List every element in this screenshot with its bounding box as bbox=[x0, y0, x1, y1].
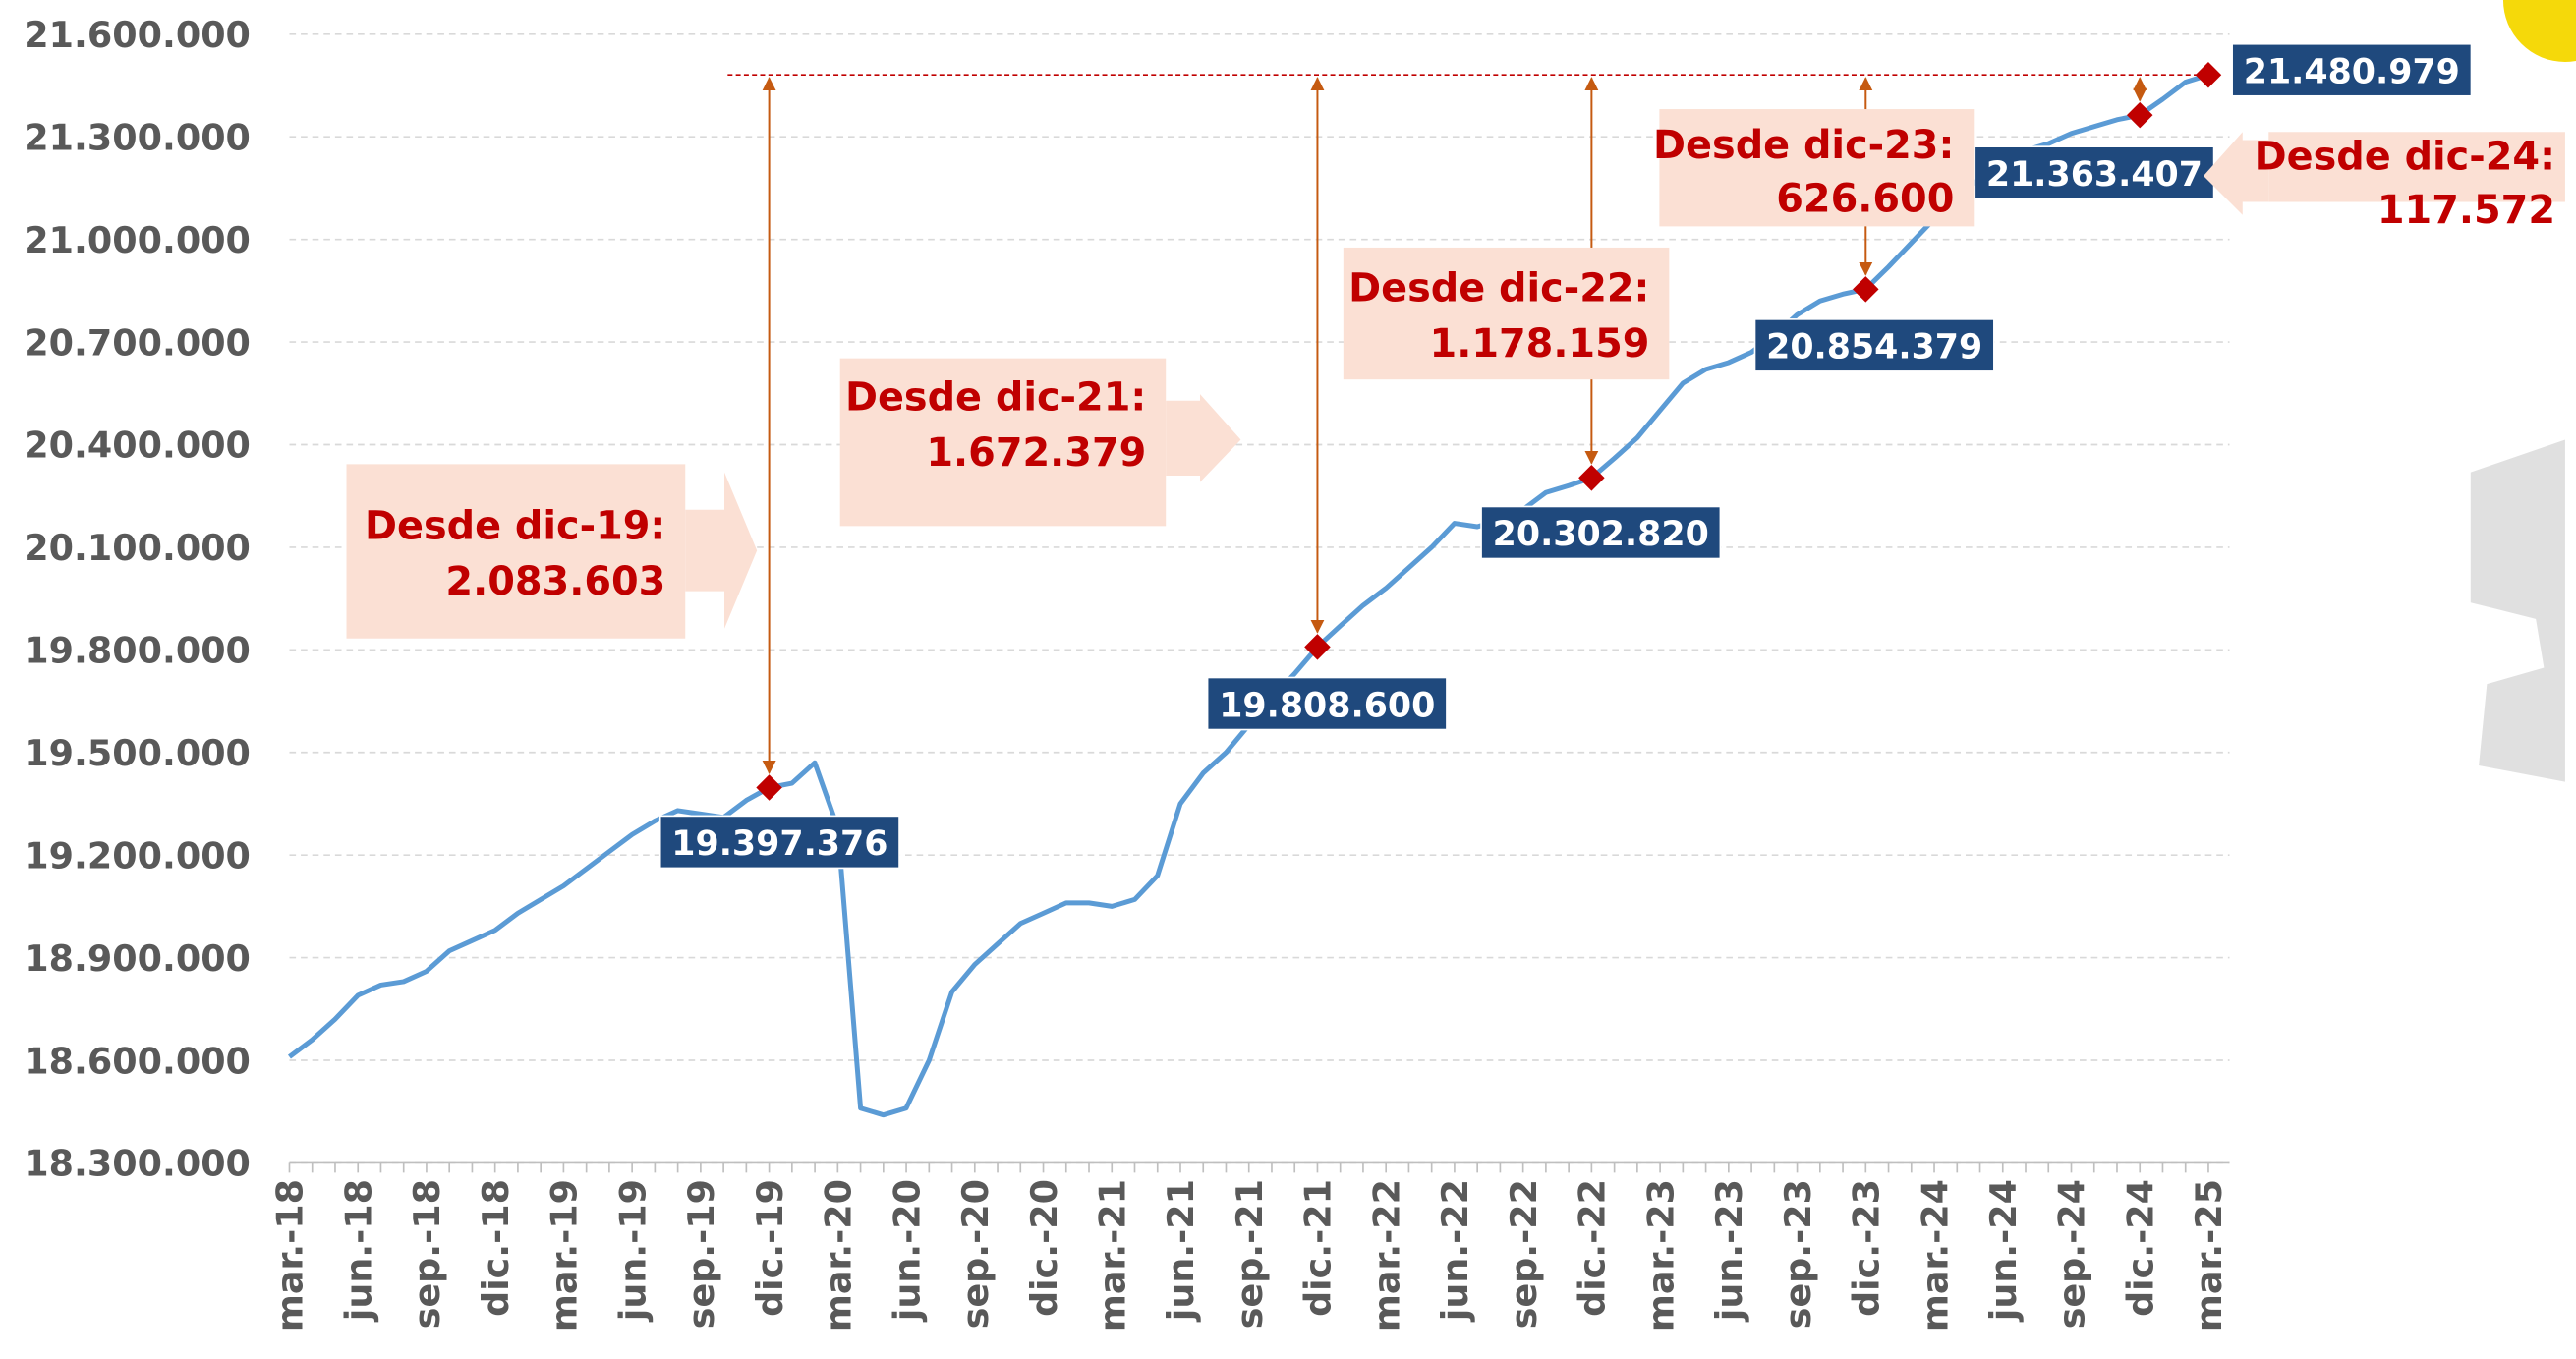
annotation-arrow bbox=[685, 473, 757, 629]
y-tick-label: 18.600.000 bbox=[24, 1040, 251, 1082]
x-tick-label: jun.-18 bbox=[337, 1179, 379, 1323]
annotation: Desde dic-23: 626.600 bbox=[1653, 109, 1974, 226]
value-label: 19.808.600 bbox=[1219, 686, 1435, 725]
annotation: Desde dic-22: 1.178.159 bbox=[1344, 248, 1669, 379]
x-tick-label: dic.-20 bbox=[1023, 1179, 1065, 1317]
x-tick-label: dic.-19 bbox=[749, 1179, 791, 1317]
annotation-title: Desde dic-21: bbox=[845, 375, 1146, 421]
x-tick-label: mar.-19 bbox=[544, 1179, 586, 1331]
y-tick-label: 18.300.000 bbox=[24, 1143, 251, 1185]
annotation: Desde dic-24: 117.572 bbox=[2204, 132, 2565, 233]
x-tick-label: sep.-20 bbox=[954, 1179, 997, 1329]
value-label: 21.480.979 bbox=[2244, 53, 2460, 92]
annotation-text: 2.083.603 bbox=[445, 559, 665, 604]
decoration bbox=[2503, 0, 2576, 62]
x-tick-label: jun.-24 bbox=[1982, 1179, 2025, 1323]
x-tick-label: sep.-23 bbox=[1777, 1179, 1819, 1329]
x-tick-label: mar.-24 bbox=[1914, 1179, 1956, 1331]
x-tick-label: sep.-18 bbox=[406, 1179, 448, 1329]
value-label-group: 21.363.407 bbox=[1975, 146, 2213, 198]
value-label-group: 20.854.379 bbox=[1755, 319, 1994, 371]
value-label: 20.302.820 bbox=[1493, 515, 1709, 554]
value-label-group: 19.808.600 bbox=[1208, 678, 1447, 730]
y-tick-label: 20.400.000 bbox=[24, 425, 251, 467]
annotation-text: 117.572 bbox=[2377, 188, 2555, 233]
value-label: 20.854.379 bbox=[1766, 328, 1982, 368]
x-tick-label: mar.-20 bbox=[818, 1179, 860, 1331]
x-tick-label: sep.-21 bbox=[1229, 1179, 1271, 1329]
x-tick-label: dic.-18 bbox=[475, 1179, 517, 1317]
annotation: Desde dic-21: 1.672.379 bbox=[840, 359, 1241, 527]
value-label: 21.363.407 bbox=[1986, 155, 2203, 195]
x-tick-label: dic.-23 bbox=[1846, 1179, 1888, 1317]
x-tick-label: sep.-19 bbox=[680, 1179, 722, 1329]
y-tick-label: 21.300.000 bbox=[24, 116, 251, 158]
value-label-group: 20.302.820 bbox=[1481, 506, 1720, 558]
x-tick-label: mar.-22 bbox=[1365, 1179, 1407, 1331]
x-tick-label: dic.-22 bbox=[1572, 1179, 1614, 1317]
y-tick-label: 19.200.000 bbox=[24, 834, 251, 877]
data-marker bbox=[2196, 62, 2222, 88]
y-tick-label: 20.100.000 bbox=[24, 527, 251, 569]
x-tick-label: sep.-22 bbox=[1503, 1179, 1545, 1329]
x-tick-label: dic.-24 bbox=[2119, 1179, 2161, 1317]
y-tick-label: 21.600.000 bbox=[24, 14, 251, 56]
chart: 18.300.000 18.600.000 18.900.000 19.200.000… bbox=[0, 0, 2576, 1355]
x-tick-label: dic.-21 bbox=[1297, 1179, 1340, 1317]
y-tick-label: 20.700.000 bbox=[24, 321, 251, 364]
annotation: Desde dic-19: 2.083.603 bbox=[346, 464, 757, 638]
value-label-group: 21.480.979 bbox=[2232, 44, 2471, 96]
annotation-title: Desde dic-19: bbox=[365, 504, 665, 549]
x-tick-label: mar.-18 bbox=[269, 1179, 312, 1331]
value-label: 19.397.376 bbox=[671, 824, 887, 864]
y-tick-label: 19.500.000 bbox=[24, 732, 251, 774]
annotation-title: Desde dic-24: bbox=[2255, 134, 2555, 179]
data-marker bbox=[756, 774, 782, 801]
value-label-group: 19.397.376 bbox=[660, 816, 899, 868]
annotation-box bbox=[346, 464, 685, 638]
annotation-text: 626.600 bbox=[1776, 176, 1954, 221]
x-tick-label: jun.-21 bbox=[1160, 1179, 1202, 1323]
annotation-title: Desde dic-22: bbox=[1348, 266, 1649, 311]
y-tick-label: 21.000.000 bbox=[24, 219, 251, 261]
decoration bbox=[2471, 440, 2565, 782]
y-tick-label: 18.900.000 bbox=[24, 937, 251, 980]
x-tick-label: mar.-21 bbox=[1092, 1179, 1134, 1331]
x-tick-label: jun.-20 bbox=[886, 1179, 928, 1323]
annotation-text: 1.178.159 bbox=[1430, 321, 1650, 367]
x-tick-label: sep.-24 bbox=[2051, 1179, 2093, 1329]
y-tick-label: 19.800.000 bbox=[24, 630, 251, 672]
x-tick-label: jun.-19 bbox=[611, 1179, 654, 1323]
x-tick-label: jun.-23 bbox=[1708, 1179, 1750, 1323]
annotation-text: 1.672.379 bbox=[926, 430, 1146, 476]
annotation-title: Desde dic-23: bbox=[1653, 123, 1954, 168]
x-tick-label: mar.-23 bbox=[1639, 1179, 1682, 1331]
annotation-arrow bbox=[1166, 394, 1240, 482]
x-tick-label: jun.-22 bbox=[1434, 1179, 1476, 1323]
x-tick-label: mar.-25 bbox=[2188, 1179, 2230, 1331]
